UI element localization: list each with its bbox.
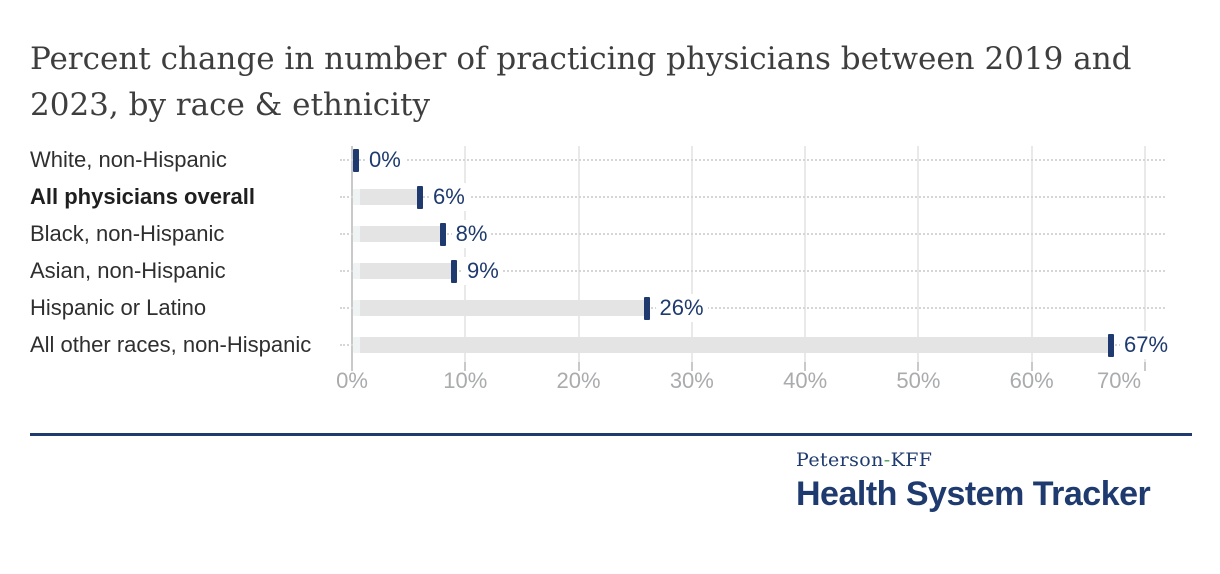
brand-hyphen: - (883, 449, 891, 471)
row-leader-dots (340, 270, 1165, 272)
chart-title-line-1: Percent change in number of practicing p… (30, 41, 1132, 77)
category-label: Hispanic or Latino (30, 295, 207, 320)
value-label: 6% (428, 183, 469, 211)
x-axis-tick (577, 362, 580, 371)
bar (353, 226, 443, 242)
value-marker (1108, 334, 1115, 357)
gridline (1030, 146, 1033, 362)
chart-title-line-2: 2023, by race & ethnicity (30, 87, 431, 123)
bar (353, 337, 1112, 353)
x-axis-label: 10% (443, 368, 488, 393)
value-label: 26% (655, 294, 708, 322)
brand-logo[interactable]: Peterson-KFF Health System Tracker (796, 449, 1151, 513)
brand-peterson-text: Peterson (796, 449, 884, 471)
bar (353, 300, 647, 316)
category-label: White, non-Hispanic (30, 147, 227, 172)
x-axis-tick (1030, 362, 1033, 371)
value-marker (353, 149, 359, 172)
brand-kff-text: KFF (890, 449, 933, 471)
value-label: 67% (1120, 331, 1173, 359)
bar (353, 263, 454, 279)
x-axis-label: 40% (783, 368, 828, 393)
brand-health-system-tracker: Health System Tracker (796, 475, 1151, 513)
x-axis-label: 20% (556, 368, 601, 393)
gridline (690, 146, 693, 362)
row-leader-dots (340, 233, 1165, 235)
category-label: Asian, non-Hispanic (30, 258, 226, 283)
chart-title: Percent change in number of practicing p… (30, 36, 1210, 128)
value-marker (416, 186, 423, 209)
x-axis-label: 60% (1009, 368, 1054, 393)
category-label: Black, non-Hispanic (30, 221, 225, 246)
x-axis-tick (917, 362, 920, 371)
gridline (577, 146, 580, 362)
x-axis-label: 0% (336, 368, 368, 393)
gridline (464, 146, 467, 362)
x-axis-tick (351, 362, 353, 371)
gridline (917, 146, 920, 362)
value-label: 9% (462, 257, 503, 285)
brand-peterson-kff: Peterson-KFF (796, 449, 1150, 471)
row-leader-dots (340, 307, 1165, 309)
x-axis-label: 30% (669, 368, 714, 393)
value-label: 0% (365, 146, 405, 174)
footer-divider-line (30, 433, 1192, 436)
gridline (1144, 146, 1146, 362)
row-leader-dots (340, 159, 1165, 161)
x-axis-tick (804, 362, 807, 371)
x-axis-tick (1144, 362, 1146, 371)
value-marker (450, 260, 457, 283)
x-axis-label: 70% (1096, 368, 1142, 393)
value-marker (439, 223, 446, 246)
x-axis-tick (690, 362, 693, 371)
bar (353, 189, 420, 205)
x-axis-label: 50% (896, 368, 941, 393)
y-axis-line (351, 146, 353, 362)
value-marker (643, 297, 650, 320)
bar-chart: 0% 10% 20% 30% 40% 50% 60% 70% White, non-Hispan… (0, 146, 1220, 406)
gridline (804, 146, 807, 362)
category-label: All physicians overall (30, 184, 255, 209)
row-leader-dots (340, 196, 1165, 198)
category-label: All other races, non-Hispanic (30, 332, 312, 357)
x-axis-tick (464, 362, 467, 371)
value-label: 8% (451, 220, 492, 248)
